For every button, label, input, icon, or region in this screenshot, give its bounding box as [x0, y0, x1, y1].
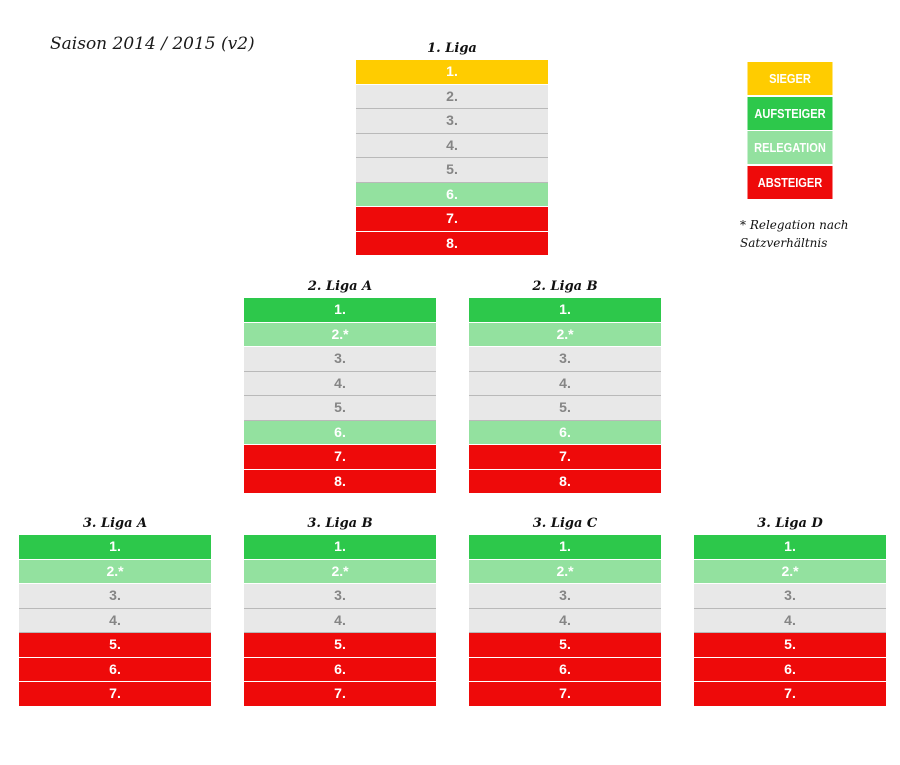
standing-row: 6. [244, 657, 436, 682]
standings-list: 1. 2.* 3. 4. 5. 6. 7. [694, 534, 886, 707]
standing-row: 5. [694, 633, 886, 658]
standing-row: 8. [469, 469, 661, 494]
standing-row: 6. [244, 420, 436, 445]
standing-row: 4. [694, 608, 886, 633]
legend-item-aufsteiger: AUFSTEIGER [747, 96, 833, 130]
league-table-3-liga-b: 3. Liga B 1. 2.* 3. 4. 5. 6. 7. [244, 514, 436, 707]
legend-label: ABSTEIGER [757, 174, 823, 190]
standing-row: 5. [469, 633, 661, 658]
league-title: 2. Liga A [307, 279, 373, 294]
standing-row: 3. [244, 584, 436, 609]
league-title: 3. Liga A [82, 516, 148, 531]
standings-list: 1. 2.* 3. 4. 5. 6. 7. [469, 534, 661, 707]
standing-row: 2.* [469, 559, 661, 584]
standings-list: 1. 2.* 3. 4. 5. 6. 7. [244, 534, 436, 707]
standing-row: 7. [694, 682, 886, 707]
league-table-3-liga-c: 3. Liga C 1. 2.* 3. 4. 5. 6. 7. [469, 514, 661, 707]
standing-row: 1. [469, 298, 661, 323]
standing-row: 2.* [244, 559, 436, 584]
legend-label: SIEGER [769, 71, 811, 86]
standing-row: 4. [356, 133, 548, 158]
standing-row: 7. [244, 682, 436, 707]
league-title: 3. Liga B [307, 516, 373, 531]
standing-row: 4. [244, 371, 436, 396]
legend-item-relegation: RELEGATION [747, 131, 833, 164]
standing-row: 2.* [19, 559, 211, 584]
standing-row: 6. [19, 657, 211, 682]
standing-row: 1. [694, 535, 886, 560]
league-title: 3. Liga D [757, 516, 823, 531]
standings-list: 1. 2. 3. 4. 5. 6. 7. 8. [356, 59, 548, 256]
standing-row: 2.* [469, 322, 661, 347]
standing-row: 6. [356, 182, 548, 207]
standing-row: 1. [19, 535, 211, 560]
standing-row: 5. [244, 633, 436, 658]
standing-row: 3. [244, 347, 436, 372]
standing-row: 3. [469, 584, 661, 609]
standing-row: 5. [356, 158, 548, 183]
standing-row: 4. [244, 608, 436, 633]
standing-row: 2.* [694, 559, 886, 584]
standing-row: 1. [244, 298, 436, 323]
standing-row: 4. [469, 371, 661, 396]
standing-row: 5. [19, 633, 211, 658]
legend-item-absteiger: ABSTEIGER [747, 165, 833, 199]
standing-row: 1. [469, 535, 661, 560]
standing-row: 7. [469, 682, 661, 707]
standing-row: 1. [244, 535, 436, 560]
standing-row: 6. [469, 420, 661, 445]
standing-row: 3. [356, 109, 548, 134]
standing-row: 6. [694, 657, 886, 682]
standing-row: 2. [356, 84, 548, 109]
standing-row: 7. [244, 445, 436, 470]
league-table-2-liga-a: 2. Liga A 1. 2.* 3. 4. 5. 6. 7. 8. [244, 277, 436, 494]
standing-row: 2.* [244, 322, 436, 347]
league-table-3-liga-a: 3. Liga A 1. 2.* 3. 4. 5. 6. 7. [19, 514, 211, 707]
standings-list: 1. 2.* 3. 4. 5. 6. 7. 8. [244, 297, 436, 494]
standing-row: 7. [469, 445, 661, 470]
standing-row: 3. [19, 584, 211, 609]
season-title: Saison 2014 / 2015 (v2) [50, 34, 255, 54]
legend-label: RELEGATION [754, 140, 826, 155]
standing-row: 3. [694, 584, 886, 609]
standing-row: 3. [469, 347, 661, 372]
standing-row: 6. [469, 657, 661, 682]
standing-row: 4. [19, 608, 211, 633]
league-table-2-liga-b: 2. Liga B 1. 2.* 3. 4. 5. 6. 7. 8. [469, 277, 661, 494]
league-table-1-liga: 1. Liga 1. 2. 3. 4. 5. 6. 7. 8. [356, 39, 548, 256]
standing-row: 7. [19, 682, 211, 707]
standings-list: 1. 2.* 3. 4. 5. 6. 7. [19, 534, 211, 707]
relegation-footnote: * Relegation nach Satzverhältnis [740, 218, 849, 250]
standing-row: 5. [244, 396, 436, 421]
standing-row: 8. [244, 469, 436, 494]
standing-row: 8. [356, 231, 548, 256]
legend-item-sieger: SIEGER [747, 62, 833, 95]
legend-label: AUFSTEIGER [754, 105, 826, 121]
standing-row: 4. [469, 608, 661, 633]
league-title: 1. Liga [427, 41, 477, 56]
standings-list: 1. 2.* 3. 4. 5. 6. 7. 8. [469, 297, 661, 494]
standing-row: 7. [356, 207, 548, 232]
league-title: 2. Liga B [532, 279, 598, 294]
standing-row: 5. [469, 396, 661, 421]
league-table-3-liga-d: 3. Liga D 1. 2.* 3. 4. 5. 6. 7. [694, 514, 886, 707]
league-title: 3. Liga C [532, 516, 598, 531]
legend: SIEGER AUFSTEIGER RELEGATION ABSTEIGER [740, 62, 840, 200]
standing-row: 1. [356, 60, 548, 85]
